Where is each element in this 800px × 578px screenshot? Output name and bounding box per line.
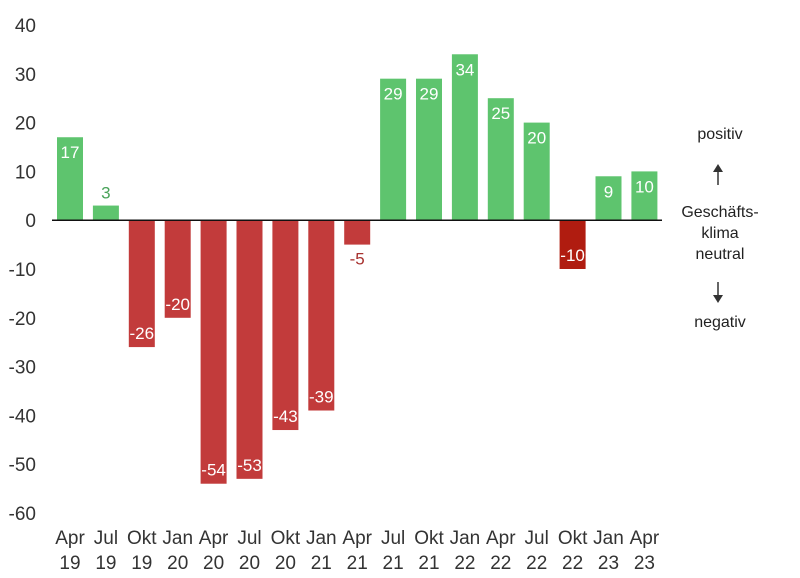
x-tick-label-month: Okt	[414, 528, 444, 549]
x-tick-label-year: 19	[95, 553, 116, 574]
y-tick-label: -30	[9, 358, 36, 379]
bar	[236, 220, 263, 479]
bar-value-label: 3	[101, 184, 110, 203]
x-tick-label-year: 21	[418, 553, 439, 574]
bar-value-label: 10	[635, 177, 654, 196]
annotation-middle-line-2: klima	[701, 225, 738, 242]
x-axis-ticks: Apr 19 Jul 19 Okt 19 Jan 20 Apr 20 Jul 20 Okt 20 Jan 21…	[55, 528, 660, 574]
bar-value-label: 25	[491, 104, 510, 123]
x-tick-label-month: Apr	[342, 528, 372, 549]
bar	[344, 220, 371, 245]
bar	[308, 220, 335, 411]
y-tick-label: 10	[15, 162, 36, 183]
bar	[487, 98, 514, 221]
annotation-positive: positiv	[697, 126, 742, 143]
x-tick-label-year: 20	[275, 553, 296, 574]
x-tick-label-year: 20	[167, 553, 188, 574]
x-tick-label-month: Jul	[94, 528, 118, 549]
bar-value-label: 20	[527, 129, 546, 148]
bar	[595, 176, 622, 221]
arrow-up-icon	[713, 164, 723, 185]
annotation-negative: negativ	[694, 314, 746, 331]
y-tick-label: 40	[15, 16, 36, 37]
x-tick-label-month: Jan	[593, 528, 624, 549]
x-tick-label-month: Apr	[199, 528, 229, 549]
y-tick-label: -10	[9, 260, 36, 281]
x-tick-label-month: Okt	[127, 528, 157, 549]
x-tick-label-year: 19	[131, 553, 152, 574]
bar	[164, 220, 191, 318]
x-tick-label-year: 23	[634, 553, 655, 574]
side-annotation: positiv Geschäfts- klima neutral negativ	[681, 126, 758, 331]
y-tick-label: -40	[9, 406, 36, 427]
bar-value-label: -43	[273, 407, 298, 426]
bars	[57, 54, 658, 484]
y-tick-label: -50	[9, 455, 36, 476]
x-tick-label-year: 20	[203, 553, 224, 574]
bar	[416, 78, 442, 221]
x-tick-label-year: 20	[239, 553, 260, 574]
y-tick-label: 20	[15, 114, 36, 135]
bar-value-label: -53	[237, 456, 262, 475]
x-tick-label-month: Jan	[306, 528, 337, 549]
x-tick-label-month: Jan	[450, 528, 481, 549]
x-tick-label-year: 21	[347, 553, 368, 574]
bar	[559, 220, 586, 269]
bar-value-label: -5	[350, 250, 365, 269]
bar-value-label: 34	[455, 60, 474, 79]
annotation-middle-line-1: Geschäfts-	[681, 204, 758, 221]
x-tick-label-year: 21	[383, 553, 404, 574]
y-axis-ticks: 40 30 20 10 0 -10 -20 -30 -40 -50 -60	[9, 16, 36, 525]
bar-value-label: 29	[384, 85, 403, 104]
x-tick-label-month: Okt	[271, 528, 301, 549]
x-tick-label-year: 21	[311, 553, 332, 574]
bar	[200, 220, 227, 484]
bar	[380, 78, 407, 221]
bar	[57, 137, 83, 221]
x-tick-label-month: Jul	[525, 528, 549, 549]
x-tick-label-year: 22	[490, 553, 511, 574]
y-tick-label: -20	[9, 309, 36, 330]
bar	[631, 171, 658, 221]
bar-value-label: -54	[201, 461, 226, 480]
x-tick-label-year: 19	[59, 553, 80, 574]
x-tick-label-month: Jan	[162, 528, 193, 549]
bar	[128, 220, 155, 348]
bar	[92, 205, 119, 221]
bar-value-label: -26	[130, 324, 155, 343]
x-tick-label-month: Apr	[486, 528, 516, 549]
bar-value-label: 29	[420, 85, 439, 104]
x-tick-label-year: 23	[598, 553, 619, 574]
x-tick-label-month: Okt	[558, 528, 588, 549]
bar	[272, 220, 299, 431]
x-tick-label-month: Apr	[55, 528, 85, 549]
x-tick-label-month: Jul	[237, 528, 261, 549]
annotation-middle-line-3: neutral	[696, 246, 745, 263]
bar-value-label: 17	[61, 143, 80, 162]
x-tick-label-month: Jul	[381, 528, 405, 549]
x-tick-label-year: 22	[526, 553, 547, 574]
x-tick-label-year: 22	[562, 553, 583, 574]
arrow-down-icon	[713, 282, 723, 303]
y-tick-label: 0	[25, 211, 36, 232]
bar	[523, 122, 550, 221]
x-tick-label-month: Apr	[630, 528, 660, 549]
bar-value-label: -10	[560, 246, 585, 265]
y-tick-label: -60	[9, 504, 36, 525]
bar-value-label: -39	[309, 388, 334, 407]
y-tick-label: 30	[15, 65, 36, 86]
data-labels: 17 3 -26 -20 -54 -53 -43 -39 -5 29 29 34 25 20 -10 9 10	[61, 60, 654, 479]
bar	[451, 54, 478, 221]
bar-value-label: -20	[165, 295, 190, 314]
x-tick-label-year: 22	[454, 553, 475, 574]
bar-value-label: 9	[604, 182, 613, 201]
